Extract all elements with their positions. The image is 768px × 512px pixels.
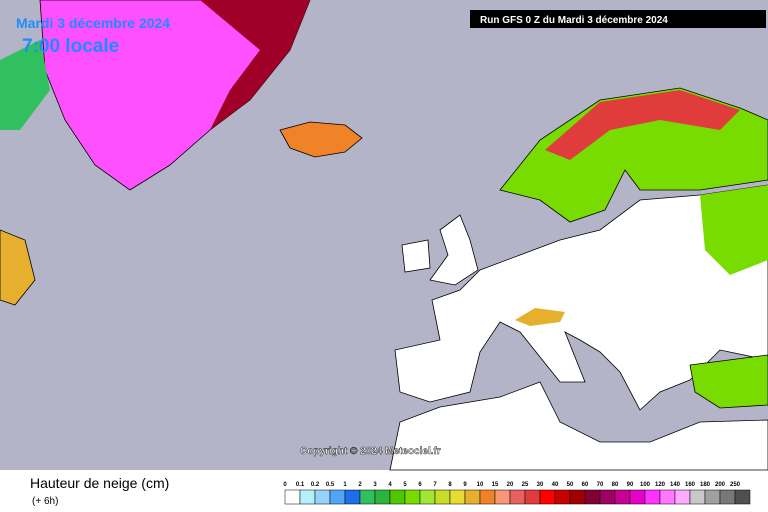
legend-swatch [314,489,331,505]
legend-label: 0.2 [311,482,320,488]
legend-swatch [374,489,391,505]
legend-swatch [554,489,571,505]
iceland [279,121,363,158]
legend-label: 120 [655,482,666,488]
legend-label: 3 [373,482,377,488]
greenland-west [0,40,50,130]
legend-swatch [344,489,361,505]
legend-label: 5 [403,482,407,488]
legend-label: 10 [477,482,484,488]
legend-label: 250 [730,482,741,488]
uk [429,214,479,286]
time: 7:00 locale [22,36,119,57]
legend-swatch [539,489,556,505]
legend-swatch [644,489,661,505]
legend-swatch [329,489,346,505]
legend-swatch [284,489,301,505]
turkey [689,354,768,409]
greenland-coast [200,0,310,130]
legend-label: 6 [418,482,422,488]
legend-swatch [299,489,316,505]
legend-swatch [524,489,541,505]
legend-swatch [494,489,511,505]
east-snow [700,185,768,275]
legend-swatch [614,489,631,505]
legend-title: Hauteur de neige (cm) [30,475,169,491]
europe [394,184,768,411]
map [0,0,768,471]
legend-label: 1 [343,482,347,488]
legend-label: 15 [492,482,499,488]
legend-label: 180 [700,482,711,488]
legend-swatch [479,489,496,505]
legend-swatch [734,489,751,505]
legend-label: 30 [537,482,544,488]
legend-label: 0.1 [296,482,305,488]
legend-label: 7 [433,482,437,488]
legend-label: 2 [358,482,362,488]
legend-swatch [599,489,616,505]
legend-label: 0 [283,482,287,488]
legend-label: 0.5 [326,482,335,488]
legend-subtitle: (+ 6h) [32,496,58,507]
legend-label: 4 [388,482,392,488]
run-box [470,10,766,28]
legend-swatch [359,489,376,505]
scandinavia-heavy [545,90,740,160]
legend-label: 140 [670,482,681,488]
legend-label: 60 [582,482,589,488]
ireland [401,239,431,273]
legend-label: 70 [597,482,604,488]
legend-label: 25 [522,482,529,488]
legend-swatch [419,489,436,505]
legend-label: 80 [612,482,619,488]
legend-label: 160 [685,482,696,488]
legend-label: 20 [507,482,514,488]
legend-swatch [704,489,721,505]
copyright: Copyright © 2024 Meteociel.fr [300,446,441,457]
legend-label: 90 [627,482,634,488]
legend-swatch [674,489,691,505]
labrador [0,229,36,306]
legend-swatch [404,489,421,505]
legend-swatch [584,489,601,505]
legend: 0 0.1 0.2 0.5 1 2 3 4 5 6 7 8 9 10 15 20 25 30 40 50 60 70 80 9… [283,482,751,505]
legend-swatch [719,489,736,505]
legend-swatch [449,489,466,505]
date: Mardi 3 décembre 2024 [16,15,170,31]
legend-label: 9 [463,482,467,488]
legend-label: 100 [640,482,651,488]
legend-swatch [659,489,676,505]
africa [389,381,768,471]
legend-swatch [509,489,526,505]
legend-label: 200 [715,482,726,488]
legend-swatch [464,489,481,505]
legend-swatch [689,489,706,505]
legend-label: 8 [448,482,452,488]
legend-label: 50 [567,482,574,488]
legend-swatch [629,489,646,505]
alps [515,308,565,326]
legend-swatch [434,489,451,505]
legend-label: 40 [552,482,559,488]
legend-swatch [389,489,406,505]
legend-swatch [569,489,586,505]
run: Run GFS 0 Z du Mardi 3 décembre 2024 [480,15,668,26]
